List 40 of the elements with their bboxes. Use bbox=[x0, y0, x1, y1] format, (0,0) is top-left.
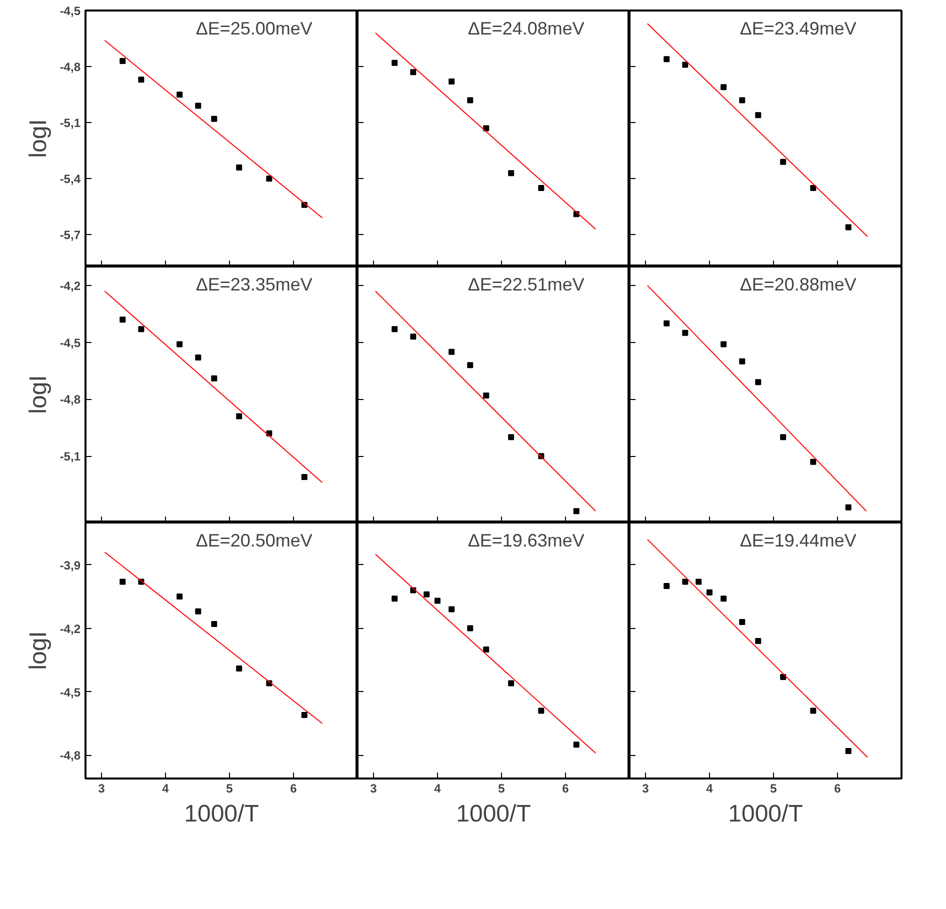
annotation: ΔE=22.51meV bbox=[468, 274, 584, 294]
annotation: ΔE=25.00meV bbox=[196, 18, 312, 38]
annotation: ΔE=19.44meV bbox=[740, 530, 856, 550]
y-axis-title: logI bbox=[24, 119, 52, 158]
y-tick-label: -4,8 bbox=[60, 60, 81, 74]
x-axis-title: 1000/T bbox=[184, 800, 260, 828]
y-tick-label: -5,7 bbox=[60, 228, 81, 242]
y-tick-label: -5,1 bbox=[60, 450, 81, 464]
x-tick-label: 3 bbox=[370, 782, 378, 796]
x-tick-label: 6 bbox=[290, 782, 298, 796]
y-axis-title: logI bbox=[24, 631, 52, 670]
y-tick-label: -4,2 bbox=[60, 278, 81, 293]
y-tick-label: -3,9 bbox=[60, 558, 81, 572]
x-tick-label: 6 bbox=[834, 782, 842, 796]
y-tick-label: -4,2 bbox=[60, 622, 81, 636]
x-tick-label: 5 bbox=[498, 782, 506, 796]
x-tick-label: 6 bbox=[562, 782, 570, 796]
x-tick-label: 5 bbox=[226, 782, 234, 796]
x-tick-label: 4 bbox=[706, 782, 714, 796]
y-tick-label: -5,1 bbox=[60, 116, 81, 130]
y-tick-label: -5,4 bbox=[60, 172, 81, 186]
y-tick-label: -4,8 bbox=[60, 392, 81, 407]
y-tick-label: -4,8 bbox=[60, 748, 81, 763]
y-tick-label: -4,5 bbox=[60, 685, 81, 700]
annotation: ΔE=19.63meV bbox=[468, 530, 584, 550]
annotation: ΔE=20.88meV bbox=[740, 274, 856, 294]
annotation: ΔE=23.35meV bbox=[196, 274, 312, 294]
annotation: ΔE=23.49meV bbox=[740, 18, 856, 38]
x-tick-label: 5 bbox=[770, 782, 778, 796]
annotation: ΔE=20.50meV bbox=[196, 530, 312, 550]
x-axis-title: 1000/T bbox=[728, 800, 804, 828]
y-tick-label: -4,5 bbox=[60, 4, 81, 18]
x-axis-title: 1000/T bbox=[456, 800, 532, 828]
x-tick-label: 4 bbox=[434, 782, 442, 796]
annotation: ΔE=24.08meV bbox=[468, 18, 584, 38]
y-tick-label: -4,5 bbox=[60, 336, 81, 350]
y-axis-title: logI bbox=[24, 375, 52, 414]
x-tick-label: 4 bbox=[162, 782, 170, 796]
x-tick-label: 3 bbox=[98, 782, 106, 796]
x-tick-label: 3 bbox=[642, 782, 650, 796]
